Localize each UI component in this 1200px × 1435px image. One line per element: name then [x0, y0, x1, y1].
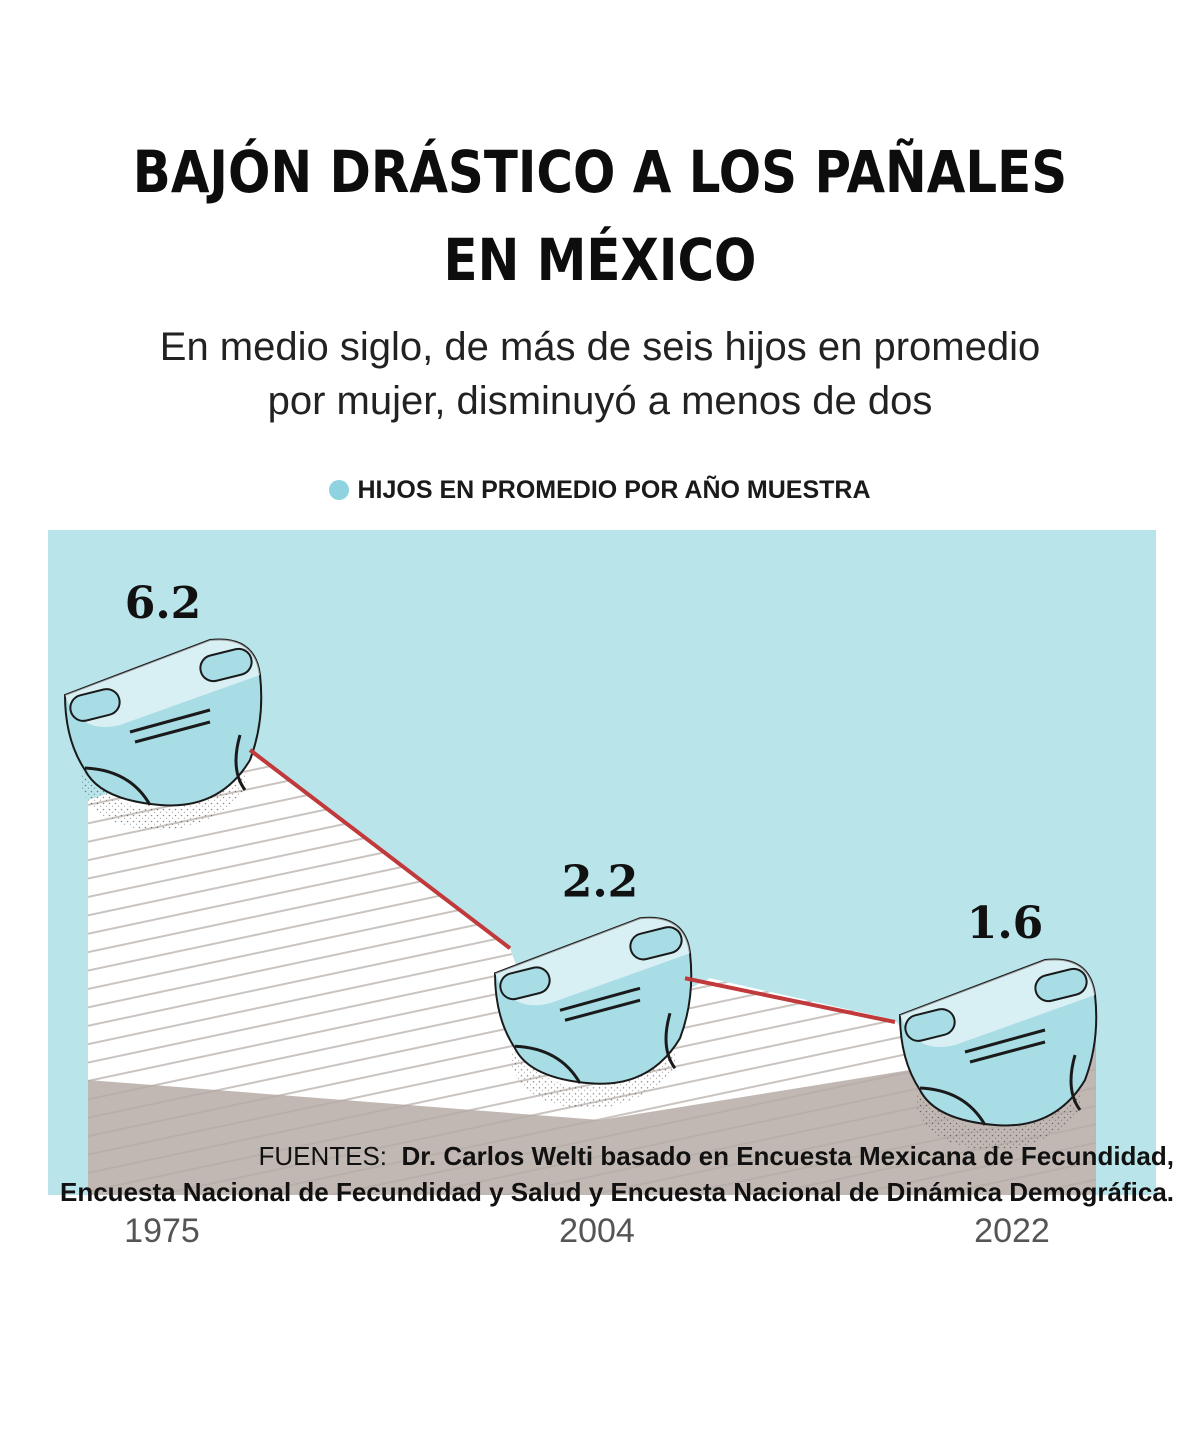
subtitle-line-1: En medio siglo, de más de seis hijos en …: [159, 325, 1041, 369]
x-tick-label-1975: 1975: [124, 1212, 200, 1250]
chart-title: BAJÓN DRÁSTICO A LOS PAÑALES EN MÉXICO: [84, 128, 1116, 304]
data-point-diaper-1975: [63, 638, 263, 830]
source-note: FUENTES: Dr. Carlos Welti basado en Encu…: [14, 1138, 1174, 1210]
ground-bottom: [88, 1040, 1096, 1195]
title-line-2: EN MÉXICO: [443, 226, 757, 294]
legend: HIJOS EN PROMEDIO POR AÑO MUESTRA: [0, 476, 1200, 505]
data-point-diaper-2022: [898, 958, 1098, 1150]
source-label: FUENTES:: [258, 1141, 388, 1171]
data-label-2004: 2.2: [562, 856, 639, 907]
series-line-segment-1: [248, 748, 512, 950]
data-label-1975: 6.2: [125, 578, 202, 629]
source-line-1: Dr. Carlos Welti basado en Encuesta Mexi…: [401, 1141, 1174, 1171]
data-label-2022: 1.6: [967, 898, 1044, 949]
title-line-1: BAJÓN DRÁSTICO A LOS PAÑALES: [132, 138, 1068, 206]
legend-dot-icon: [329, 480, 350, 500]
data-point-diaper-2004: [493, 916, 693, 1109]
x-tick-label-2022: 2022: [974, 1212, 1050, 1250]
series-line-segment-2: [684, 976, 896, 1024]
subtitle-line-2: por mujer, disminuyó a menos de dos: [267, 379, 933, 423]
chart-subtitle: En medio siglo, de más de seis hijos en …: [0, 320, 1200, 428]
x-tick-label-2004: 2004: [559, 1212, 635, 1250]
legend-label: HIJOS EN PROMEDIO POR AÑO MUESTRA: [357, 476, 871, 504]
source-line-2: Encuesta Nacional de Fecundidad y Salud …: [59, 1177, 1174, 1207]
chart: 6.2 2.2 1.6: [48, 530, 1156, 1195]
